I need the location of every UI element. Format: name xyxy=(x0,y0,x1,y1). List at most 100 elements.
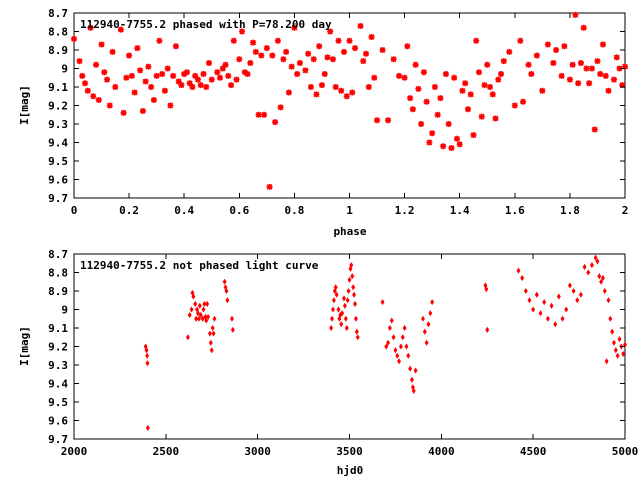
phased-data-point xyxy=(170,72,177,79)
phased-data-point xyxy=(363,50,370,57)
phased-x-tick-label: 0.8 xyxy=(284,204,304,217)
phased-data-point xyxy=(442,71,449,78)
phased-data-point xyxy=(464,106,471,113)
unphased-data-point xyxy=(334,291,339,298)
unphased-axis-ticks: 2000 2500 3000 3500 4000 4500 5000 8.7 8.8 8.9 9 9.… xyxy=(48,248,638,458)
phased-data-point xyxy=(484,61,491,68)
phased-x-tick-label: 1 xyxy=(346,204,353,217)
phased-x-tick-label: 0 xyxy=(71,204,78,217)
unphased-data-point xyxy=(545,315,550,322)
phased-data-point xyxy=(217,74,224,81)
phased-data-point xyxy=(357,22,364,29)
unphased-data-point xyxy=(347,276,352,283)
unphased-data-point xyxy=(586,269,591,276)
phased-data-point xyxy=(183,69,190,76)
unphased-data-point xyxy=(189,306,194,313)
phased-data-point xyxy=(360,58,367,65)
unphased-data-point xyxy=(198,311,203,319)
unphased-data-point xyxy=(589,262,594,269)
unphased-data-point xyxy=(617,336,622,343)
phased-data-point xyxy=(324,54,331,61)
phased-data-point xyxy=(186,80,193,87)
phased-data-point xyxy=(338,87,345,94)
phased-data-point xyxy=(222,61,229,68)
unphased-data-point xyxy=(336,306,341,313)
phased-data-point xyxy=(456,141,463,148)
unphased-data-point xyxy=(332,287,337,295)
phased-data-point xyxy=(156,37,163,44)
unphased-data-point xyxy=(527,297,532,304)
phased-data-point xyxy=(586,80,593,87)
unphased-data-point xyxy=(575,297,580,304)
unphased-data-point xyxy=(538,310,543,317)
phased-data-point xyxy=(591,126,598,133)
unphased-data-point xyxy=(206,313,211,320)
phased-data-point xyxy=(385,117,392,124)
phased-x-tick-label: 2 xyxy=(622,204,629,217)
unphased-data-point xyxy=(202,300,207,308)
phased-data-point xyxy=(368,34,375,41)
unphased-data-point xyxy=(344,324,349,332)
phased-data-point xyxy=(200,71,207,78)
phased-data-point xyxy=(106,102,113,109)
unphased-data-point xyxy=(145,352,150,359)
unphased-data-point xyxy=(531,306,536,313)
phased-data-point xyxy=(263,45,270,52)
phased-data-point xyxy=(244,71,251,78)
unphased-data-point xyxy=(564,306,569,313)
phased-data-point xyxy=(440,143,447,150)
phased-y-tick-label: 9.3 xyxy=(48,118,68,131)
unphased-x-tick-label: 4000 xyxy=(428,445,455,458)
unphased-data-point xyxy=(345,297,350,304)
unphased-x-tick-label: 2000 xyxy=(61,445,88,458)
unphased-data-point xyxy=(229,315,234,322)
unphased-data-point xyxy=(404,343,409,350)
phased-data-point xyxy=(498,71,505,78)
unphased-data-point xyxy=(222,278,227,285)
phased-data-point xyxy=(343,93,350,100)
phased-data-point xyxy=(294,71,301,78)
phased-data-point xyxy=(487,84,494,90)
unphased-data-point xyxy=(413,367,418,374)
unphased-data-point xyxy=(571,287,576,295)
phased-data-point xyxy=(572,11,579,18)
phased-data-point xyxy=(134,45,141,52)
phased-data-point xyxy=(407,95,414,102)
phased-data-point xyxy=(82,80,89,87)
phased-data-point xyxy=(470,132,477,139)
phased-data-point xyxy=(445,121,452,127)
unphased-light-curve-panel: 2000 2500 3000 3500 4000 4500 5000 8.7 8.8 8.9 9 9.… xyxy=(18,248,638,477)
unphased-data-point xyxy=(340,310,345,317)
unphased-data-point xyxy=(342,302,347,309)
phased-data-point xyxy=(310,56,317,63)
unphased-data-point xyxy=(426,321,431,328)
phased-x-tick-label: 0.2 xyxy=(119,204,139,217)
phased-data-point xyxy=(451,74,458,81)
phased-data-point xyxy=(379,47,386,53)
unphased-data-point xyxy=(428,310,433,317)
unphased-data-point xyxy=(395,352,400,359)
phased-data-point xyxy=(566,76,573,83)
unphased-data-point xyxy=(604,358,609,365)
phased-data-point xyxy=(120,109,127,116)
unphased-y-tick-label: 8.8 xyxy=(48,267,68,280)
unphased-data-point xyxy=(352,291,357,298)
unphased-data-point xyxy=(599,278,604,285)
phased-data-point xyxy=(192,72,199,79)
phased-data-point xyxy=(167,102,174,109)
phased-data-point xyxy=(569,61,576,68)
phased-y-tick-label: 8.7 xyxy=(48,7,68,20)
unphased-data-point xyxy=(333,284,338,291)
unphased-y-tick-label: 9 xyxy=(61,304,68,317)
phased-data-point xyxy=(197,82,204,89)
phased-data-point xyxy=(561,43,568,50)
phased-data-point xyxy=(117,26,124,33)
unphased-x-tick-label: 4500 xyxy=(520,445,547,458)
unphased-data-point xyxy=(380,299,385,306)
phased-data-point xyxy=(525,61,532,68)
phased-data-point xyxy=(98,41,105,48)
phased-light-curve-panel: 0 0.2 0.4 0.6 0.8 1 1.2 1.4 1.6 1.8 2 8.7 8.8 8.9 9 9.1… xyxy=(18,7,628,238)
unphased-data-point xyxy=(424,339,429,346)
phased-y-tick-label: 9.5 xyxy=(48,155,68,168)
phased-data-point xyxy=(126,52,133,59)
